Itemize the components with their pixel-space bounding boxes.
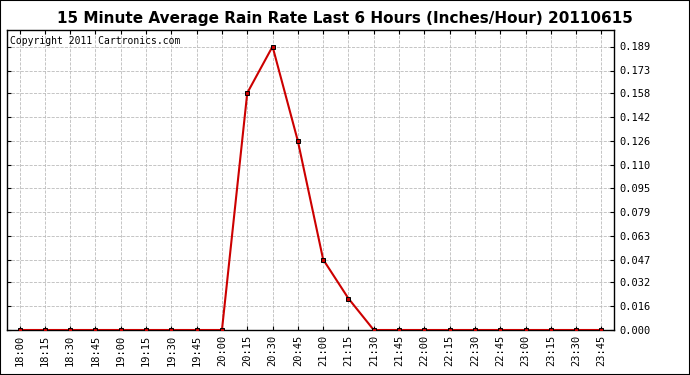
- Text: 15 Minute Average Rain Rate Last 6 Hours (Inches/Hour) 20110615: 15 Minute Average Rain Rate Last 6 Hours…: [57, 11, 633, 26]
- Text: Copyright 2011 Cartronics.com: Copyright 2011 Cartronics.com: [10, 36, 180, 46]
